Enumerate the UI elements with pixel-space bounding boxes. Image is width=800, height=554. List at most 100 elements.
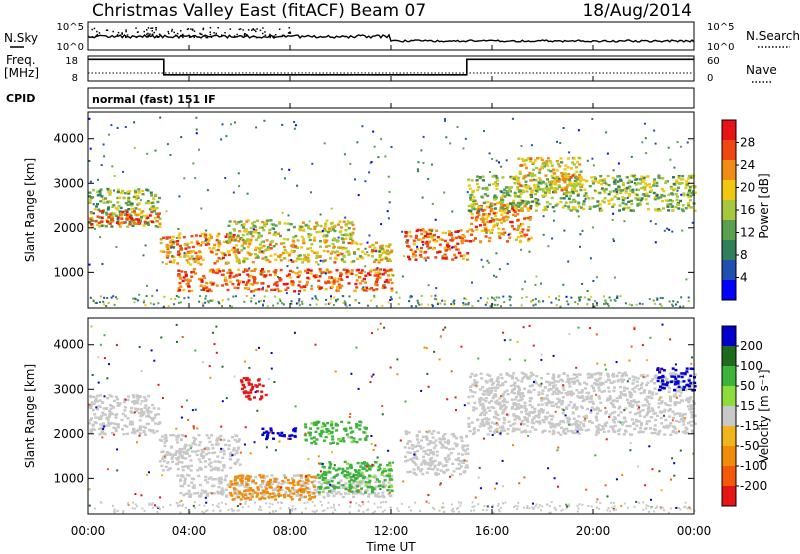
heatmap-cell: [388, 250, 391, 254]
heatmap-cell: [389, 469, 393, 472]
heatmap-cell: [249, 232, 253, 236]
heatmap-cell: [488, 374, 492, 378]
heatmap-cell: [189, 469, 193, 472]
heatmap-cell: [552, 187, 556, 190]
n-search-point: [220, 34, 223, 36]
heatmap-cell: [448, 248, 452, 251]
heatmap-cell: [567, 157, 570, 160]
heatmap-cell: [110, 413, 114, 416]
heatmap-cell: [528, 430, 532, 433]
heatmap-cell: [213, 243, 217, 247]
heatmap-cell: [431, 202, 434, 205]
heatmap-cell: [566, 300, 569, 303]
heatmap-cell: [311, 162, 314, 165]
heatmap-cell: [237, 268, 241, 271]
heatmap-cell: [140, 215, 143, 219]
heatmap-cell: [168, 236, 172, 239]
heatmap-cell: [507, 210, 511, 213]
heatmap-cell: [245, 476, 248, 479]
heatmap-cell: [628, 424, 632, 428]
heatmap-cell: [383, 475, 387, 478]
heatmap-cell: [511, 117, 514, 120]
heatmap-cell: [263, 497, 267, 500]
heatmap-cell: [264, 249, 268, 252]
heatmap-cell: [277, 276, 279, 278]
heatmap-cell: [194, 251, 198, 255]
heatmap-cell: [542, 420, 546, 424]
heatmap-cell: [159, 241, 163, 245]
heatmap-cell: [256, 254, 259, 257]
heatmap-cell: [209, 465, 213, 468]
heatmap-cell: [605, 301, 608, 304]
sky-left-tick-top: 10^5: [57, 22, 84, 33]
heatmap-cell: [559, 197, 563, 200]
heatmap-cell: [300, 246, 304, 249]
heatmap-cell: [559, 378, 563, 382]
heatmap-cell: [139, 217, 143, 220]
heatmap-cell: [438, 440, 442, 444]
heatmap-cell: [516, 228, 520, 231]
heatmap-cell: [381, 251, 385, 255]
heatmap-cell: [619, 378, 623, 381]
heatmap-cell: [252, 269, 256, 272]
heatmap-cell: [349, 478, 353, 482]
heatmap-cell: [247, 477, 251, 480]
n-search-point: [202, 27, 205, 30]
n-search-point: [264, 31, 266, 33]
heatmap-cell: [484, 213, 488, 216]
heatmap-cell: [542, 300, 545, 303]
heatmap-cell: [501, 201, 504, 204]
heatmap-cell: [495, 187, 499, 191]
heatmap-cell: [226, 250, 230, 254]
heatmap-cell: [233, 462, 237, 465]
heatmap-cell: [211, 283, 215, 286]
heatmap-cell: [382, 495, 386, 499]
n-search-point: [238, 28, 241, 31]
heatmap-cell: [303, 254, 306, 257]
heatmap-cell: [480, 195, 484, 198]
heatmap-cell: [421, 461, 425, 464]
heatmap-cell: [309, 431, 312, 435]
heatmap-cell: [538, 171, 542, 174]
heatmap-cell: [308, 498, 312, 501]
heatmap-cell: [604, 299, 607, 302]
heatmap-cell: [330, 477, 334, 480]
heatmap-cell: [183, 255, 187, 258]
heatmap-cell: [249, 238, 253, 241]
heatmap-cell: [477, 210, 481, 213]
heatmap-cell: [101, 210, 105, 213]
heatmap-cell: [325, 219, 329, 222]
heatmap-cell: [364, 464, 368, 467]
n-search-point: [143, 30, 145, 33]
heatmap-cell: [327, 481, 331, 484]
heatmap-cell: [468, 187, 472, 191]
heatmap-cell: [193, 260, 197, 263]
n-search-point: [96, 30, 98, 33]
heatmap-cell: [490, 399, 493, 403]
heatmap-cell: [341, 467, 345, 471]
heatmap-cell: [599, 401, 603, 404]
heatmap-cell: [582, 207, 586, 211]
heatmap-cell: [484, 217, 488, 221]
heatmap-cell: [238, 273, 242, 276]
heatmap-cell: [641, 408, 645, 412]
heatmap-cell: [566, 178, 570, 181]
heatmap-cell: [240, 223, 244, 227]
heatmap-cell: [103, 413, 107, 416]
heatmap-cell: [320, 272, 323, 275]
heatmap-cell: [618, 394, 622, 398]
heatmap-cell: [102, 198, 105, 201]
heatmap-cell: [536, 157, 540, 160]
heatmap-cell: [224, 443, 228, 447]
heatmap-cell: [649, 186, 653, 189]
heatmap-cell: [568, 418, 572, 421]
heatmap-cell: [152, 303, 155, 306]
heatmap-cell: [378, 272, 382, 276]
n-search-point: [136, 36, 138, 38]
heatmap-cell: [333, 488, 336, 491]
heatmap-cell: [547, 400, 551, 403]
heatmap-cell: [288, 492, 292, 495]
heatmap-cell: [494, 195, 498, 199]
heatmap-cell: [201, 232, 205, 236]
heatmap-cell: [137, 191, 141, 194]
